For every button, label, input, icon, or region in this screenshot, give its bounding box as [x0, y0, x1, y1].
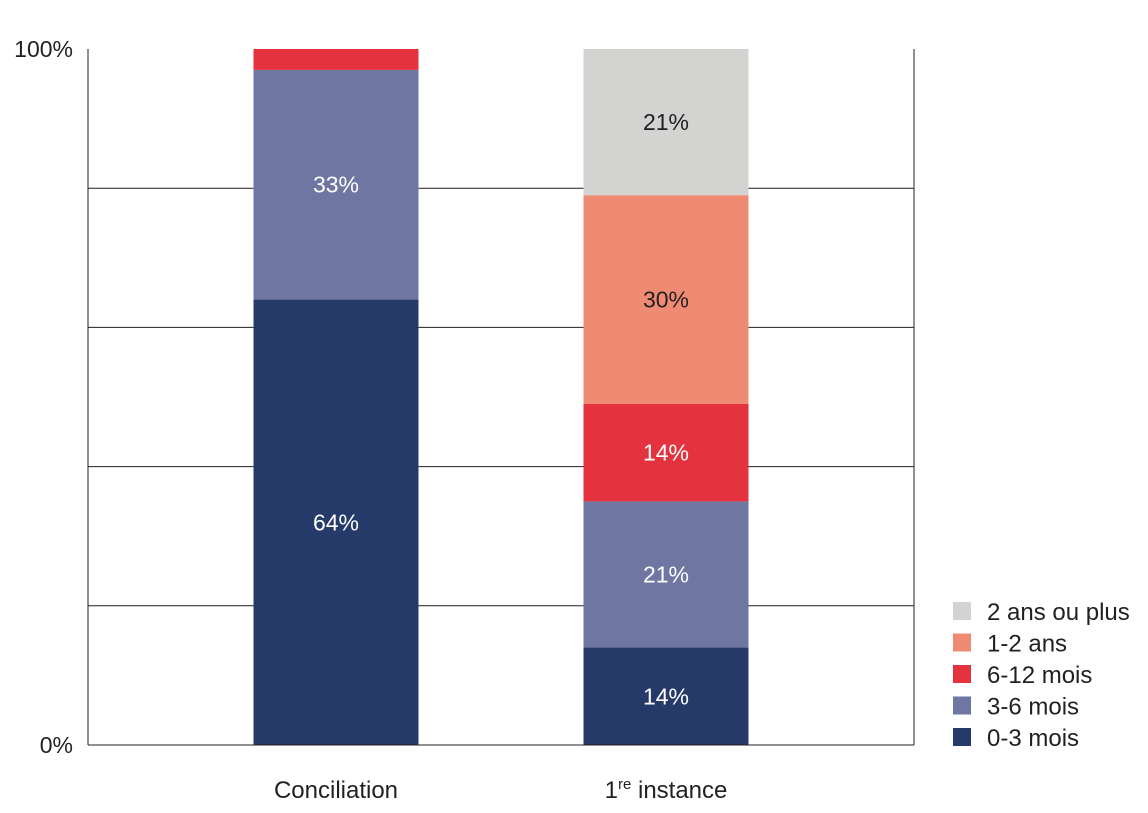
bar-segment	[253, 49, 419, 70]
gridlines	[88, 187, 914, 607]
bar-segment	[583, 647, 749, 745]
legend-label: 3-6 mois	[987, 694, 1079, 721]
bar-segment	[253, 299, 419, 745]
legend-swatch	[953, 696, 971, 715]
legend-label: 0-3 mois	[987, 725, 1079, 752]
bar-segment	[583, 49, 749, 196]
bars: 64% 33% 14% 21% 14% 30% 21%	[253, 49, 749, 745]
bar-segment	[583, 501, 749, 648]
data-label: 30%	[643, 287, 689, 313]
x-tick-label: 1re instance	[605, 776, 728, 804]
data-label: 64%	[313, 509, 359, 535]
legend-label: 6-12 mois	[987, 662, 1092, 689]
data-label: 14%	[643, 440, 689, 466]
y-tick-label: 100%	[14, 36, 73, 62]
legend-swatch	[953, 728, 971, 746]
legend-swatch	[953, 665, 971, 683]
bar-segment	[583, 195, 749, 404]
x-tick-label: Conciliation	[274, 777, 398, 804]
bar-segment	[253, 69, 419, 300]
data-label: 21%	[643, 109, 689, 135]
legend-label: 2 ans ou plus	[987, 599, 1130, 626]
axes: 0% 100% Conciliation 1re instance	[14, 36, 915, 804]
data-label: 14%	[643, 683, 689, 709]
legend-label: 1-2 ans	[987, 631, 1067, 658]
legend-swatch	[953, 602, 971, 620]
legend: 2 ans ou plus 1-2 ans 6-12 mois 3-6 mois 0-3…	[953, 599, 1130, 752]
y-tick-label: 0%	[40, 732, 73, 758]
bar-segment	[583, 403, 749, 502]
legend-swatch	[953, 633, 971, 652]
data-label: 33%	[313, 172, 359, 198]
data-label: 21%	[643, 561, 689, 587]
